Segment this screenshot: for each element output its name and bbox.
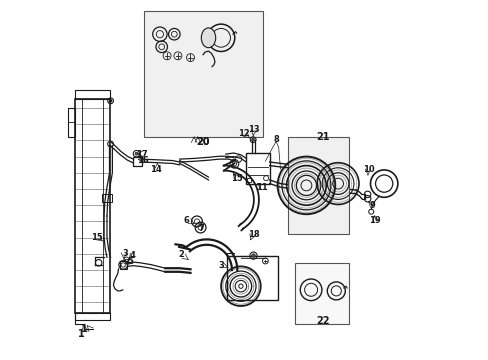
Bar [227, 256, 277, 300]
Text: 15: 15 [91, 233, 102, 242]
Text: 9: 9 [368, 201, 374, 210]
Text: 18: 18 [247, 230, 259, 239]
Bar [68, 108, 75, 137]
Text: 16: 16 [137, 156, 148, 166]
Text: 10: 10 [362, 165, 374, 174]
Circle shape [135, 152, 138, 155]
Bar [124, 259, 127, 263]
Text: 12: 12 [237, 130, 249, 139]
Circle shape [251, 254, 255, 257]
Text: 17: 17 [136, 150, 147, 159]
Text: 11: 11 [255, 183, 267, 192]
Text: 2: 2 [178, 251, 184, 259]
Text: 5: 5 [127, 257, 133, 266]
Bar [133, 157, 142, 166]
Text: 13: 13 [248, 125, 260, 134]
Text: 3: 3 [218, 261, 224, 270]
Text: 8: 8 [273, 135, 279, 144]
Text: 20: 20 [196, 137, 209, 147]
Bar [143, 11, 262, 137]
Text: 21: 21 [316, 132, 329, 142]
Bar [75, 90, 109, 99]
Text: 6: 6 [183, 216, 189, 225]
Text: 4: 4 [129, 251, 135, 260]
Text: 22: 22 [316, 316, 329, 326]
Bar [287, 137, 348, 234]
Bar [102, 194, 112, 202]
Text: 1: 1 [81, 324, 87, 334]
Bar [75, 313, 109, 320]
Bar [120, 261, 126, 269]
Circle shape [251, 138, 254, 141]
Text: 14: 14 [150, 165, 162, 174]
Bar [294, 263, 348, 324]
Circle shape [109, 99, 112, 102]
Text: 1: 1 [78, 329, 85, 339]
Bar [246, 153, 269, 184]
Text: 19: 19 [368, 216, 380, 225]
Text: 15: 15 [231, 174, 243, 183]
Bar [75, 99, 109, 313]
Text: 20: 20 [196, 137, 209, 147]
Text: 3: 3 [122, 249, 127, 258]
Text: 7: 7 [198, 224, 204, 233]
Ellipse shape [201, 28, 215, 48]
Bar [247, 178, 250, 182]
